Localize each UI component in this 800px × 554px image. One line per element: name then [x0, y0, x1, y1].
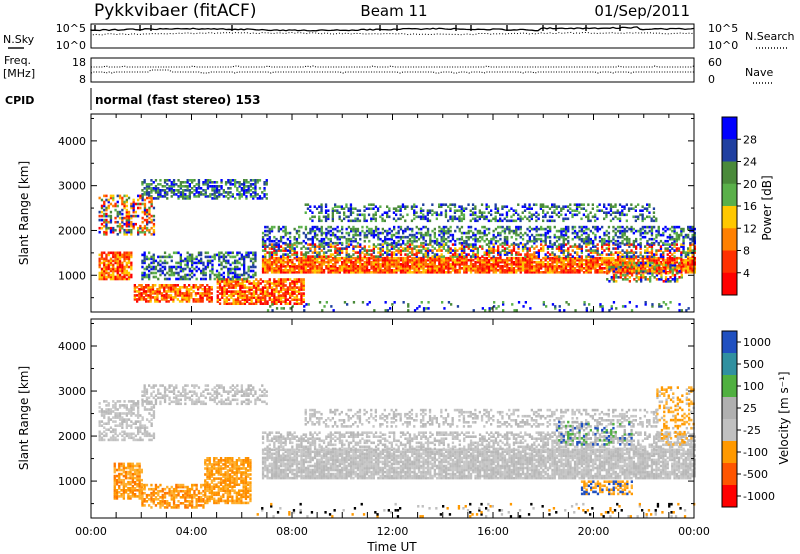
colorbar-segment	[722, 463, 737, 486]
time-axis: 00:00 04:00 08:00 12:00 16:00 20:00 00:00	[75, 114, 710, 538]
power-data	[98, 179, 696, 312]
noise-right-tick-bottom: 10^0	[708, 39, 738, 52]
noise-right-label: N.Search	[745, 30, 795, 43]
nave-tick-bottom: 0	[708, 73, 715, 86]
velocity-data	[98, 384, 696, 518]
velocity-ytick-label: 4000	[58, 340, 86, 353]
colorbar-segment	[722, 183, 737, 207]
velocity-ylabel: Slant Range [km]	[17, 366, 31, 470]
noise-search-trace	[90, 31, 695, 36]
power-colorbar-label: Power [dB]	[760, 175, 774, 240]
freq-panel: Freq. [MHz] 18 8 60 0 Nave	[3, 54, 774, 86]
power-panel: 1000 2000 3000 4000 Slant Range [km]	[17, 113, 696, 313]
power-colorbar: 4 8 12 16 20 24 28 Power [dB]	[721, 116, 774, 296]
time-tick-label: 20:00	[578, 525, 610, 538]
time-tick-label: 12:00	[377, 525, 409, 538]
colorbar-tick-label: 20	[743, 178, 757, 191]
freq-tick-bottom: 8	[79, 73, 86, 86]
colorbar-tick-label: -1000	[743, 490, 775, 503]
time-tick-label: 00:00	[75, 525, 107, 538]
freq-trace	[91, 65, 695, 68]
power-ytick-label: 1000	[58, 269, 86, 282]
date-title: 01/Sep/2011	[594, 2, 690, 20]
colorbar-segment	[722, 250, 737, 274]
freq-label-1: Freq.	[4, 54, 31, 67]
colorbar-tick-label: -25	[743, 424, 761, 437]
colorbar-tick-label: 4	[743, 267, 750, 280]
colorbar-segment	[722, 397, 737, 420]
colorbar-segment	[722, 485, 737, 508]
colorbar-segment	[722, 353, 737, 376]
nave-trace	[90, 69, 694, 74]
colorbar-segment	[722, 117, 737, 140]
colorbar-segment	[722, 375, 737, 398]
colorbar-tick-label: 16	[743, 200, 757, 213]
freq-label-2: [MHz]	[3, 67, 35, 80]
velocity-colorbar: 1000 500 100 25 -25 -100 -500 -1000 Velocity [m…	[721, 330, 791, 508]
colorbar-tick-label: 500	[743, 358, 764, 371]
noise-panel: N.Sky 10^5 10^0 10^5 10^0 N.Search	[3, 22, 795, 52]
colorbar-segment	[722, 228, 737, 251]
colorbar-tick-label: 100	[743, 380, 764, 393]
velocity-ytick-label: 2000	[58, 430, 86, 443]
cpid-value: normal (fast stereo) 153	[95, 93, 261, 107]
time-tick-label: 00:00	[678, 525, 710, 538]
freq-tick-top: 18	[72, 56, 86, 69]
colorbar-segment	[722, 139, 737, 162]
noise-right-tick-top: 10^5	[708, 22, 738, 35]
time-tick-label: 16:00	[477, 525, 509, 538]
nave-label: Nave	[745, 66, 773, 79]
colorbar-segment	[722, 441, 737, 464]
power-ytick-label: 4000	[58, 135, 86, 148]
time-tick-label: 04:00	[176, 525, 208, 538]
beam-title: Beam 11	[360, 2, 427, 20]
colorbar-segment	[722, 419, 737, 442]
power-y-axis: 1000 2000 3000 4000	[58, 117, 694, 299]
power-ytick-label: 2000	[58, 224, 86, 237]
velocity-ytick-label: 3000	[58, 385, 86, 398]
nave-tick-top: 60	[708, 56, 722, 69]
time-tick-label: 08:00	[276, 525, 308, 538]
velocity-panel: 1000 2000 3000 4000 Slant Range [km]	[17, 318, 696, 519]
noise-spikes	[94, 25, 621, 31]
noise-left-label: N.Sky	[3, 33, 35, 46]
power-ylabel: Slant Range [km]	[17, 161, 31, 265]
colorbar-segment	[722, 161, 737, 185]
colorbar-tick-label: 8	[743, 245, 750, 258]
noise-left-tick-top: 10^5	[56, 22, 86, 35]
power-ytick-label: 3000	[58, 180, 86, 193]
velocity-ytick-label: 1000	[58, 475, 86, 488]
colorbar-segment	[722, 206, 737, 229]
station-title: Pykkvibaer (fitACF)	[94, 1, 256, 21]
colorbar-tick-label: -100	[743, 446, 768, 459]
colorbar-tick-label: 1000	[743, 336, 771, 349]
colorbar-segment	[722, 331, 737, 354]
noise-left-tick-bottom: 10^0	[56, 39, 86, 52]
time-axis-label: Time UT	[366, 540, 417, 554]
colorbar-tick-label: 12	[743, 222, 757, 235]
velocity-colorbar-label: Velocity [m s⁻¹]	[777, 371, 791, 464]
cpid-label: CPID	[5, 94, 34, 107]
velocity-y-axis: 1000 2000 3000 4000	[58, 323, 694, 505]
colorbar-tick-label: -500	[743, 468, 768, 481]
noise-sky-trace	[90, 26, 695, 32]
colorbar-tick-label: 28	[743, 133, 757, 146]
colorbar-tick-label: 25	[743, 402, 757, 415]
colorbar-tick-label: 24	[743, 156, 757, 169]
colorbar-segment	[722, 272, 737, 296]
